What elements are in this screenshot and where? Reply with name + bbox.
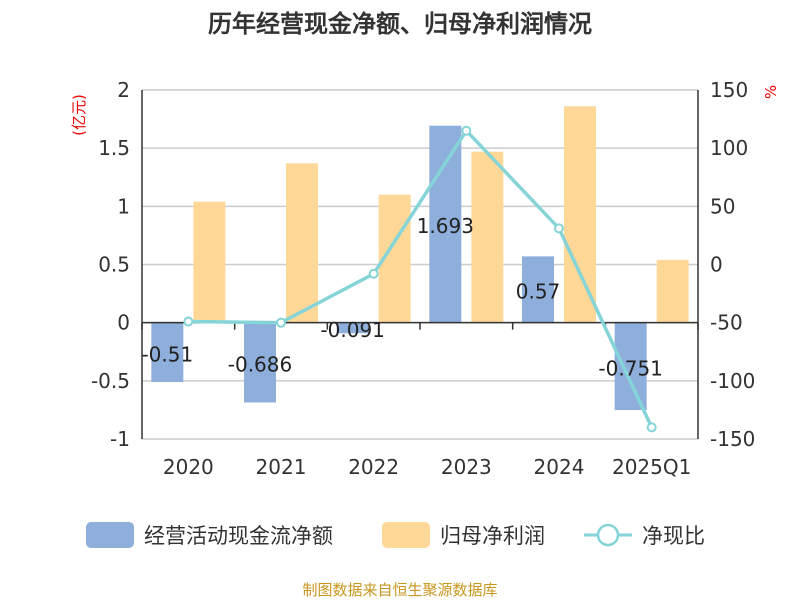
left-tick-label: -1 <box>110 427 130 451</box>
legend-swatch-net-profit <box>382 522 430 548</box>
left-tick-label: 2 <box>117 78 130 102</box>
left-tick-label: 1.5 <box>98 136 130 160</box>
cashflow-value-label: -0.51 <box>141 342 193 366</box>
x-tick-label: 2022 <box>348 455 399 479</box>
cashflow-bar <box>522 256 554 323</box>
cashflow-value-label: 0.57 <box>516 280 561 304</box>
ratio-point <box>183 316 194 327</box>
x-tick-label: 2020 <box>163 455 214 479</box>
right-tick-label: 50 <box>710 194 735 218</box>
legend-label-ratio: 净现比 <box>642 524 705 548</box>
right-tick-label: -150 <box>710 427 755 451</box>
ratio-point <box>276 317 286 328</box>
left-tick-label: -0.5 <box>91 369 130 393</box>
chart-title: 历年经营现金净额、归母净利润情况 <box>208 10 592 38</box>
legend-swatch-ratio-marker <box>596 523 620 547</box>
ratio-point <box>554 223 564 234</box>
cashflow-value-label: 1.693 <box>417 214 474 238</box>
left-tick-label: 1 <box>117 194 130 218</box>
cashflow-value-label: -0.686 <box>228 353 292 377</box>
ratio-point <box>646 422 657 433</box>
cashflow-value-label: -0.091 <box>320 318 384 342</box>
net-profit-bar <box>286 163 318 323</box>
ratio-point <box>461 125 472 136</box>
legend-label-cashflow: 经营活动现金流净额 <box>144 524 333 548</box>
right-axis-label: % <box>762 85 780 99</box>
right-tick-label: 150 <box>710 78 748 102</box>
cashflow-bar <box>429 125 462 323</box>
cashflow-bar <box>336 322 369 334</box>
x-tick-label: 2023 <box>441 455 492 479</box>
x-tick-label: 2021 <box>256 455 307 479</box>
net-profit-bar <box>656 259 689 323</box>
legend-swatch-cashflow <box>86 522 134 548</box>
net-profit-bar <box>471 151 504 323</box>
net-profit-bar <box>193 201 226 323</box>
cashflow-bar <box>244 322 276 403</box>
ratio-point <box>368 268 379 279</box>
left-axis-label: (亿元) <box>70 94 88 136</box>
net-profit-bar <box>564 106 596 323</box>
x-tick-label: 2024 <box>534 455 585 479</box>
cashflow-bar <box>151 322 184 382</box>
ratio-line <box>188 127 654 429</box>
cashflow-value-label: -0.751 <box>598 356 662 380</box>
right-tick-label: 0 <box>710 253 723 277</box>
cashflow-bar <box>614 322 647 411</box>
source-footer: 制图数据来自恒生聚源数据库 <box>302 581 497 599</box>
x-tick-label: 2025Q1 <box>612 455 691 479</box>
right-tick-label: -100 <box>710 369 755 393</box>
left-tick-label: 0.5 <box>98 253 130 277</box>
legend-label-net-profit: 归母净利润 <box>440 524 545 548</box>
right-tick-label: 100 <box>710 136 748 160</box>
left-tick-label: 0 <box>117 311 130 335</box>
right-tick-label: -50 <box>710 311 743 335</box>
